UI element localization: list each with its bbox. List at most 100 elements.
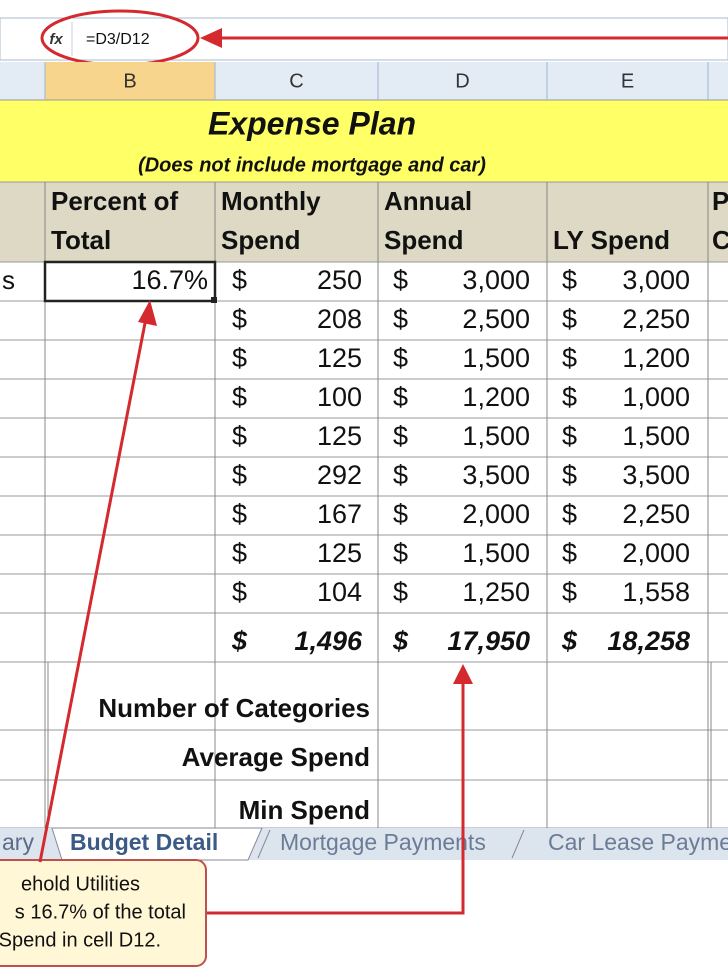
currency-symbol: $ (393, 265, 408, 295)
summary-label: Number of Categories (98, 693, 370, 723)
cell-value: 3,500 (622, 460, 690, 490)
cell-value: 2,000 (462, 499, 530, 529)
currency-symbol: $ (232, 499, 247, 529)
currency-symbol: $ (393, 382, 408, 412)
callout-text: s 16.7% of the total (15, 901, 186, 923)
arrow-head (138, 300, 157, 326)
sheet-tab[interactable]: Mortgage Payments (280, 829, 486, 855)
formula-text[interactable]: =D3/D12 (86, 31, 150, 48)
function-icon[interactable]: fx (49, 31, 63, 48)
currency-symbol: $ (232, 421, 247, 451)
cell-value: 1,000 (622, 382, 690, 412)
currency-symbol: $ (562, 460, 577, 490)
percent-cell: 16.7% (131, 265, 208, 295)
cell-value: 1,558 (622, 577, 690, 607)
currency-symbol: $ (562, 421, 577, 451)
row-label: s (2, 265, 15, 295)
cell-value: 3,000 (462, 265, 530, 295)
cell-value: 2,500 (462, 304, 530, 334)
cell-value: 1,250 (462, 577, 530, 607)
sheet-tab[interactable]: Budget Detail (70, 829, 218, 855)
selected-column-header (45, 62, 215, 100)
currency-symbol: $ (232, 460, 247, 490)
currency-symbol: $ (562, 304, 577, 334)
currency-symbol: $ (393, 499, 408, 529)
cell-value: 250 (317, 265, 362, 295)
currency-symbol: $ (392, 626, 409, 656)
tab-separator (257, 829, 271, 859)
tab-separator (511, 829, 525, 859)
column-title: C (712, 225, 728, 255)
currency-symbol: $ (562, 538, 577, 568)
cell-value: 125 (317, 421, 362, 451)
currency-symbol: $ (393, 538, 408, 568)
currency-symbol: $ (393, 460, 408, 490)
column-title: Total (51, 225, 111, 255)
total-value: 1,496 (294, 626, 363, 656)
currency-symbol: $ (393, 577, 408, 607)
currency-symbol: $ (231, 626, 248, 656)
currency-symbol: $ (232, 382, 247, 412)
summary-label: Average Spend (182, 742, 370, 772)
active-tab (51, 827, 263, 861)
column-title: Percent of (51, 186, 178, 216)
column-header: B (123, 70, 136, 92)
sheet-subtitle: (Does not include mortgage and car) (138, 154, 486, 176)
fill-handle (211, 297, 217, 303)
column-title: Spend (384, 225, 463, 255)
cell-value: 292 (317, 460, 362, 490)
cell-value: 3,000 (622, 265, 690, 295)
cell-value: 3,500 (462, 460, 530, 490)
currency-symbol: $ (561, 626, 578, 656)
sheet-grid: B C D E Expense Plan (Does not include mortga… (0, 62, 728, 967)
currency-symbol: $ (393, 343, 408, 373)
total-value: 17,950 (447, 626, 530, 656)
cell-value: 125 (317, 343, 362, 373)
cell-value: 1,500 (462, 538, 530, 568)
column-title: LY Spend (553, 225, 670, 255)
cell-value: 2,250 (622, 499, 690, 529)
column-title: Annual (384, 186, 472, 216)
column-header: D (455, 70, 469, 92)
cell-value: 167 (317, 499, 362, 529)
selected-cell (43, 260, 217, 303)
cell-value: 2,000 (622, 538, 690, 568)
cell-value: 100 (317, 382, 362, 412)
column-title: Monthly (221, 186, 321, 216)
cell-value: 208 (317, 304, 362, 334)
callout-text: Spend in cell D12. (0, 929, 161, 951)
cell-value: 1,200 (462, 382, 530, 412)
currency-symbol: $ (232, 343, 247, 373)
currency-symbol: $ (393, 304, 408, 334)
currency-symbol: $ (562, 577, 577, 607)
column-header: E (621, 70, 634, 92)
currency-symbol: $ (562, 382, 577, 412)
cell-value: 1,500 (462, 343, 530, 373)
cell-value: 1,200 (622, 343, 690, 373)
title-area (0, 100, 728, 182)
currency-symbol: $ (562, 265, 577, 295)
currency-symbol: $ (232, 265, 247, 295)
summary-label: Min Spend (239, 795, 370, 825)
currency-symbol: $ (232, 538, 247, 568)
cell-value: 1,500 (462, 421, 530, 451)
cell-value: 104 (317, 577, 362, 607)
currency-symbol: $ (562, 499, 577, 529)
column-title: Spend (221, 225, 300, 255)
column-title: P (712, 186, 728, 216)
sheet-tab[interactable]: Car Lease Payme (548, 829, 728, 855)
cell-value: 2,250 (622, 304, 690, 334)
sheet-title: Expense Plan (208, 105, 416, 141)
callout-text: ehold Utilities (21, 873, 140, 895)
column-header: C (289, 70, 303, 92)
currency-symbol: $ (232, 304, 247, 334)
currency-symbol: $ (393, 421, 408, 451)
sheet-tab[interactable]: ary (2, 829, 34, 855)
cell-value: 125 (317, 538, 362, 568)
arrow-head (453, 664, 473, 684)
currency-symbol: $ (562, 343, 577, 373)
currency-symbol: $ (232, 577, 247, 607)
header-row (0, 182, 728, 262)
pointer-arrow (207, 682, 465, 915)
arrow-head (200, 28, 222, 48)
